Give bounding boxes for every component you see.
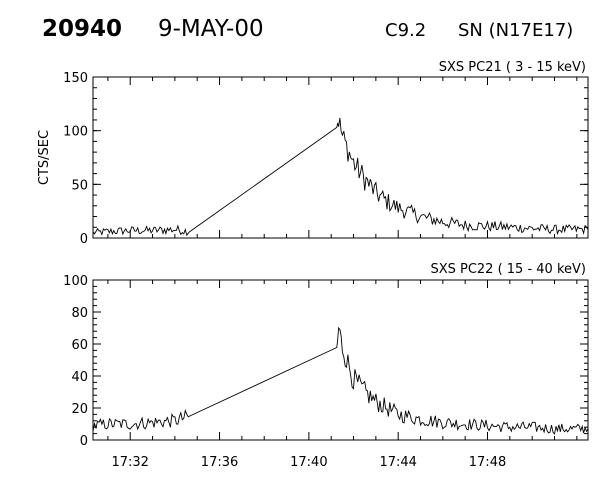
y-tick-label: 60 [71, 338, 88, 353]
x-tick-label: 17:44 [379, 455, 416, 470]
y-axis-label: CTS/SEC [37, 130, 52, 185]
x-tick-label: 17:36 [201, 455, 238, 470]
event-id: 20940 [42, 16, 123, 42]
y-tick-label: 100 [63, 125, 88, 140]
flare-class: C9.2 [385, 20, 427, 41]
y-tick-label: 100 [63, 274, 88, 289]
y-tick-label: 0 [80, 434, 88, 449]
panel-label: SXS PC22 ( 15 - 40 keV) [430, 262, 586, 277]
series-line [92, 326, 589, 435]
x-tick-label: 17:40 [290, 455, 327, 470]
panel-label: SXS PC21 ( 3 - 15 keV) [439, 60, 586, 75]
event-date: 9-MAY-00 [158, 16, 264, 42]
flare-location: SN (N17E17) [458, 20, 574, 41]
plot-frame [92, 76, 589, 239]
y-tick-label: 50 [71, 178, 88, 193]
y-tick-label: 150 [63, 71, 88, 86]
plot-frame [92, 279, 589, 441]
y-tick-label: 80 [71, 306, 88, 321]
y-tick-label: 0 [80, 232, 88, 247]
y-tick-label: 20 [71, 402, 88, 417]
x-tick-label: 17:32 [111, 455, 148, 470]
series-line [92, 117, 589, 237]
x-tick-label: 17:48 [469, 455, 506, 470]
y-tick-label: 40 [71, 370, 88, 385]
